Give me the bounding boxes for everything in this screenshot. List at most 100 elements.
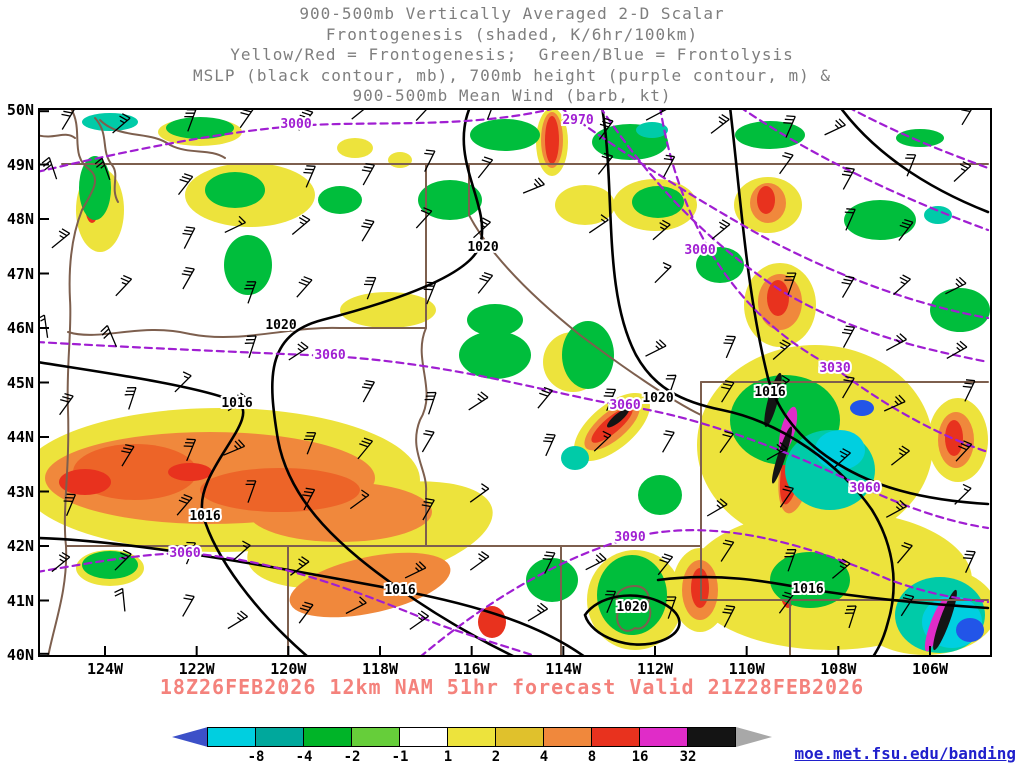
state-border — [415, 327, 428, 547]
wind-barb — [409, 610, 429, 630]
wind-barb — [663, 154, 676, 178]
wind-barb — [227, 610, 249, 630]
wind-barb — [40, 314, 49, 338]
contour-label: 1020 — [265, 318, 296, 333]
wind-barb — [883, 394, 906, 412]
colorbar-tick-label: 8 — [587, 749, 597, 765]
wind-barb — [543, 433, 556, 457]
wind-barb — [706, 498, 728, 517]
axis-ticks — [40, 110, 932, 655]
wind-barb — [593, 430, 612, 452]
shaded-region — [467, 304, 523, 336]
mslp-contour — [840, 110, 990, 214]
height-contour — [40, 551, 536, 655]
contour-label: 3000 — [684, 243, 715, 258]
wind-barb — [527, 602, 549, 622]
height-contour — [659, 110, 990, 454]
wind-barb — [885, 499, 907, 518]
wind-barb — [844, 605, 857, 629]
contour-label: 1016 — [754, 385, 785, 400]
wind-barb — [772, 339, 791, 360]
credit-link[interactable]: moe.met.fsu.edu/banding — [794, 744, 1016, 763]
wind-barb — [244, 281, 257, 304]
wind-barb — [177, 173, 194, 196]
shaded-region — [815, 430, 865, 470]
wind-barb — [468, 391, 489, 411]
wind-barb — [719, 430, 734, 453]
shaded-region — [205, 172, 265, 208]
wind-barbs-layer — [40, 110, 976, 630]
lat-axis-label: 50N — [6, 101, 34, 119]
lon-axis-label: 124W — [86, 660, 124, 678]
wind-barb — [905, 153, 917, 177]
wind-barb — [351, 110, 365, 120]
wind-barb — [605, 590, 617, 614]
contour-label: 3000 — [280, 117, 311, 132]
mslp-contour — [40, 536, 585, 655]
shaded-region — [945, 420, 963, 456]
wind-barb — [112, 113, 131, 134]
wind-barb — [423, 281, 437, 305]
lon-axis-label: 120W — [270, 660, 307, 678]
colorbar-segment — [207, 727, 256, 747]
height-contour — [420, 529, 990, 655]
wind-barb — [771, 374, 790, 395]
wind-barb — [296, 276, 313, 298]
lat-axis-label: 45N — [6, 373, 34, 392]
lat-axis-label: 48N — [6, 210, 34, 228]
colorbar-segment — [399, 727, 448, 747]
contour-label: 3060 — [169, 546, 200, 561]
wind-barb — [962, 379, 976, 402]
title-line: MSLP (black contour, mb), 700mb height (… — [193, 65, 831, 85]
height-contour — [851, 110, 990, 170]
state-border — [40, 133, 76, 139]
colorbar-arrow-left — [172, 727, 208, 747]
shaded-region — [166, 117, 234, 139]
colorbar-tick-label: -8 — [247, 749, 265, 765]
colorbar-segment — [303, 727, 352, 747]
wind-barb — [711, 219, 731, 240]
wind-barb — [114, 587, 126, 612]
contour-label: 3060 — [314, 348, 345, 363]
mslp-contour — [40, 361, 308, 655]
wind-barb — [654, 262, 672, 284]
contour-label: 3060 — [609, 398, 640, 413]
shaded-region — [318, 186, 362, 214]
shaded-region — [638, 475, 682, 515]
shaded-region — [168, 463, 212, 481]
shaded-region — [388, 152, 412, 168]
wind-barb — [841, 325, 856, 348]
wind-barb — [244, 335, 257, 359]
wind-barb — [424, 149, 436, 172]
wind-barb — [522, 177, 545, 194]
wind-barb — [361, 162, 375, 186]
wind-barb — [662, 430, 675, 453]
colorbar-scale — [172, 727, 792, 747]
wind-barb — [598, 117, 614, 140]
shaded-region — [956, 618, 984, 642]
colorbar-segment — [543, 727, 592, 747]
shaded-region — [636, 122, 668, 138]
shaded-region — [418, 180, 482, 220]
shaded-region — [767, 280, 789, 316]
lon-axis-label: 106W — [911, 660, 949, 678]
lon-axis-label: 122W — [178, 660, 215, 678]
title-line: 900-500mb Vertically Averaged 2-D Scalar — [299, 4, 725, 23]
colorbar-tick-label: -2 — [343, 749, 361, 765]
shaded-region — [545, 116, 559, 164]
wind-barb — [124, 386, 137, 410]
wind-barb — [963, 550, 976, 573]
shaded-region — [771, 426, 793, 484]
mslp-contour — [601, 110, 895, 655]
state-border — [615, 585, 652, 632]
wind-barb — [542, 551, 556, 574]
wind-barb — [831, 558, 851, 579]
colorbar-segment — [255, 727, 304, 747]
wind-barb — [833, 448, 851, 469]
lat-axis-label: 47N — [6, 264, 34, 283]
shaded-region — [459, 331, 531, 379]
wind-barb — [477, 156, 494, 179]
wind-barb — [245, 480, 257, 503]
wind-barb — [239, 110, 254, 129]
wind-barb — [121, 444, 135, 467]
